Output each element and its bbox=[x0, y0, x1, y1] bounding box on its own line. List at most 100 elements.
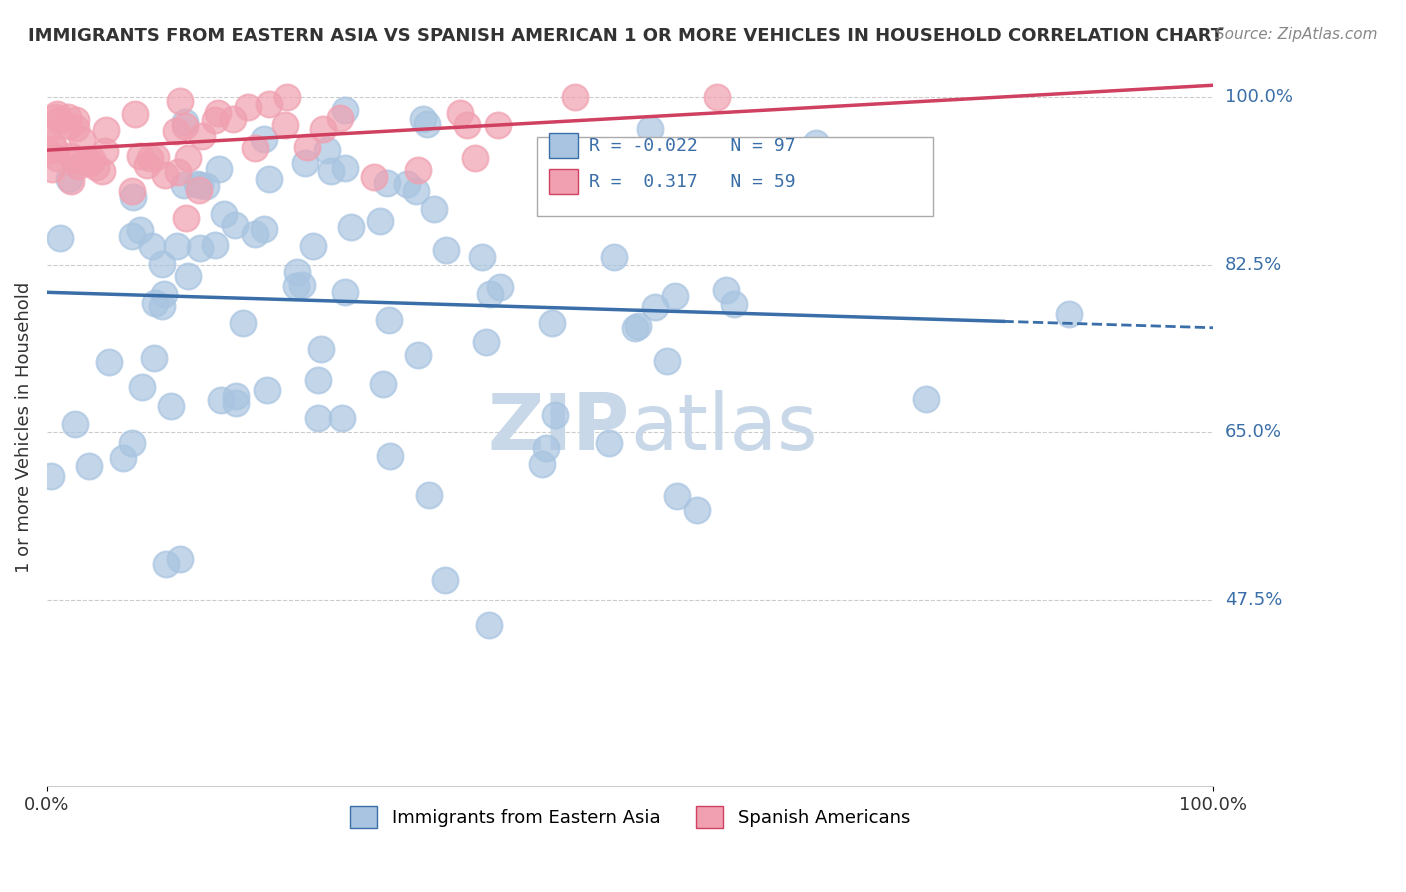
Point bbox=[706, 90, 728, 104]
Text: Source: ZipAtlas.com: Source: ZipAtlas.com bbox=[1215, 27, 1378, 42]
Point bbox=[256, 383, 278, 397]
Point bbox=[315, 143, 337, 157]
Point bbox=[195, 179, 218, 194]
Point bbox=[405, 184, 427, 198]
Text: R =  0.317   N = 59: R = 0.317 N = 59 bbox=[589, 173, 796, 191]
Point bbox=[84, 160, 107, 174]
Point bbox=[111, 450, 134, 465]
Point bbox=[541, 316, 564, 330]
Point bbox=[378, 449, 401, 463]
Point bbox=[65, 113, 87, 128]
Point bbox=[143, 351, 166, 365]
Point bbox=[806, 136, 828, 151]
Point bbox=[190, 128, 212, 143]
Point bbox=[433, 574, 456, 588]
Point bbox=[141, 239, 163, 253]
Point bbox=[371, 377, 394, 392]
Point bbox=[723, 297, 745, 311]
Point bbox=[169, 94, 191, 108]
Point bbox=[488, 118, 510, 132]
Point bbox=[475, 335, 498, 350]
Point bbox=[664, 289, 686, 303]
Point bbox=[564, 90, 586, 104]
Point bbox=[177, 269, 200, 284]
Point bbox=[478, 618, 501, 632]
Point bbox=[204, 113, 226, 128]
Point bbox=[39, 468, 62, 483]
Point bbox=[375, 176, 398, 190]
Point bbox=[173, 178, 195, 192]
Point bbox=[60, 174, 83, 188]
Point bbox=[150, 257, 173, 271]
Point bbox=[207, 106, 229, 120]
Point bbox=[309, 342, 332, 356]
Text: ZIP: ZIP bbox=[488, 390, 630, 466]
Point bbox=[333, 103, 356, 117]
Point bbox=[370, 214, 392, 228]
Text: 47.5%: 47.5% bbox=[1225, 591, 1282, 609]
Point bbox=[276, 90, 298, 104]
Point bbox=[121, 229, 143, 244]
Bar bbox=[548, 169, 578, 194]
Point bbox=[598, 435, 620, 450]
Point bbox=[259, 97, 281, 112]
Point bbox=[91, 164, 114, 178]
Legend: Immigrants from Eastern Asia, Spanish Americans: Immigrants from Eastern Asia, Spanish Am… bbox=[343, 798, 918, 835]
Point bbox=[644, 300, 666, 314]
Bar bbox=[548, 133, 578, 158]
Point bbox=[232, 316, 254, 330]
Point bbox=[45, 107, 67, 121]
Point bbox=[49, 231, 72, 245]
Point bbox=[225, 396, 247, 410]
Point bbox=[297, 140, 319, 154]
Point bbox=[65, 153, 87, 167]
Point bbox=[1057, 307, 1080, 321]
Point bbox=[245, 141, 267, 155]
Point bbox=[319, 163, 342, 178]
Point bbox=[686, 503, 709, 517]
Text: 82.5%: 82.5% bbox=[1225, 256, 1282, 274]
Point bbox=[79, 156, 101, 170]
Point bbox=[488, 279, 510, 293]
Point bbox=[416, 117, 439, 131]
Point bbox=[70, 133, 93, 147]
Point bbox=[714, 283, 737, 297]
Point bbox=[330, 410, 353, 425]
Point bbox=[44, 110, 66, 124]
Point bbox=[58, 172, 80, 186]
Point bbox=[253, 222, 276, 236]
Point bbox=[155, 558, 177, 572]
Point bbox=[434, 243, 457, 257]
Point bbox=[45, 151, 67, 165]
Point bbox=[129, 223, 152, 237]
Point bbox=[145, 150, 167, 164]
Point bbox=[41, 136, 63, 151]
Point bbox=[212, 207, 235, 221]
Point bbox=[59, 149, 82, 163]
Point bbox=[77, 458, 100, 473]
Point bbox=[187, 183, 209, 197]
Point bbox=[124, 106, 146, 120]
Point bbox=[41, 162, 63, 177]
Point bbox=[291, 277, 314, 292]
Point bbox=[37, 144, 59, 158]
Point bbox=[177, 151, 200, 165]
Point bbox=[464, 151, 486, 165]
Point bbox=[449, 106, 471, 120]
Point bbox=[666, 489, 689, 503]
Point bbox=[224, 218, 246, 232]
Point bbox=[121, 184, 143, 198]
Point bbox=[294, 156, 316, 170]
Point bbox=[307, 411, 329, 425]
Point bbox=[638, 122, 661, 136]
Point bbox=[58, 110, 80, 124]
Point bbox=[76, 152, 98, 166]
Point bbox=[176, 211, 198, 225]
Point bbox=[121, 436, 143, 450]
Point bbox=[471, 250, 494, 264]
Point bbox=[82, 152, 104, 166]
Point bbox=[339, 219, 361, 234]
Point bbox=[655, 354, 678, 368]
Point bbox=[186, 177, 208, 191]
Y-axis label: 1 or more Vehicles in Household: 1 or more Vehicles in Household bbox=[15, 282, 32, 574]
